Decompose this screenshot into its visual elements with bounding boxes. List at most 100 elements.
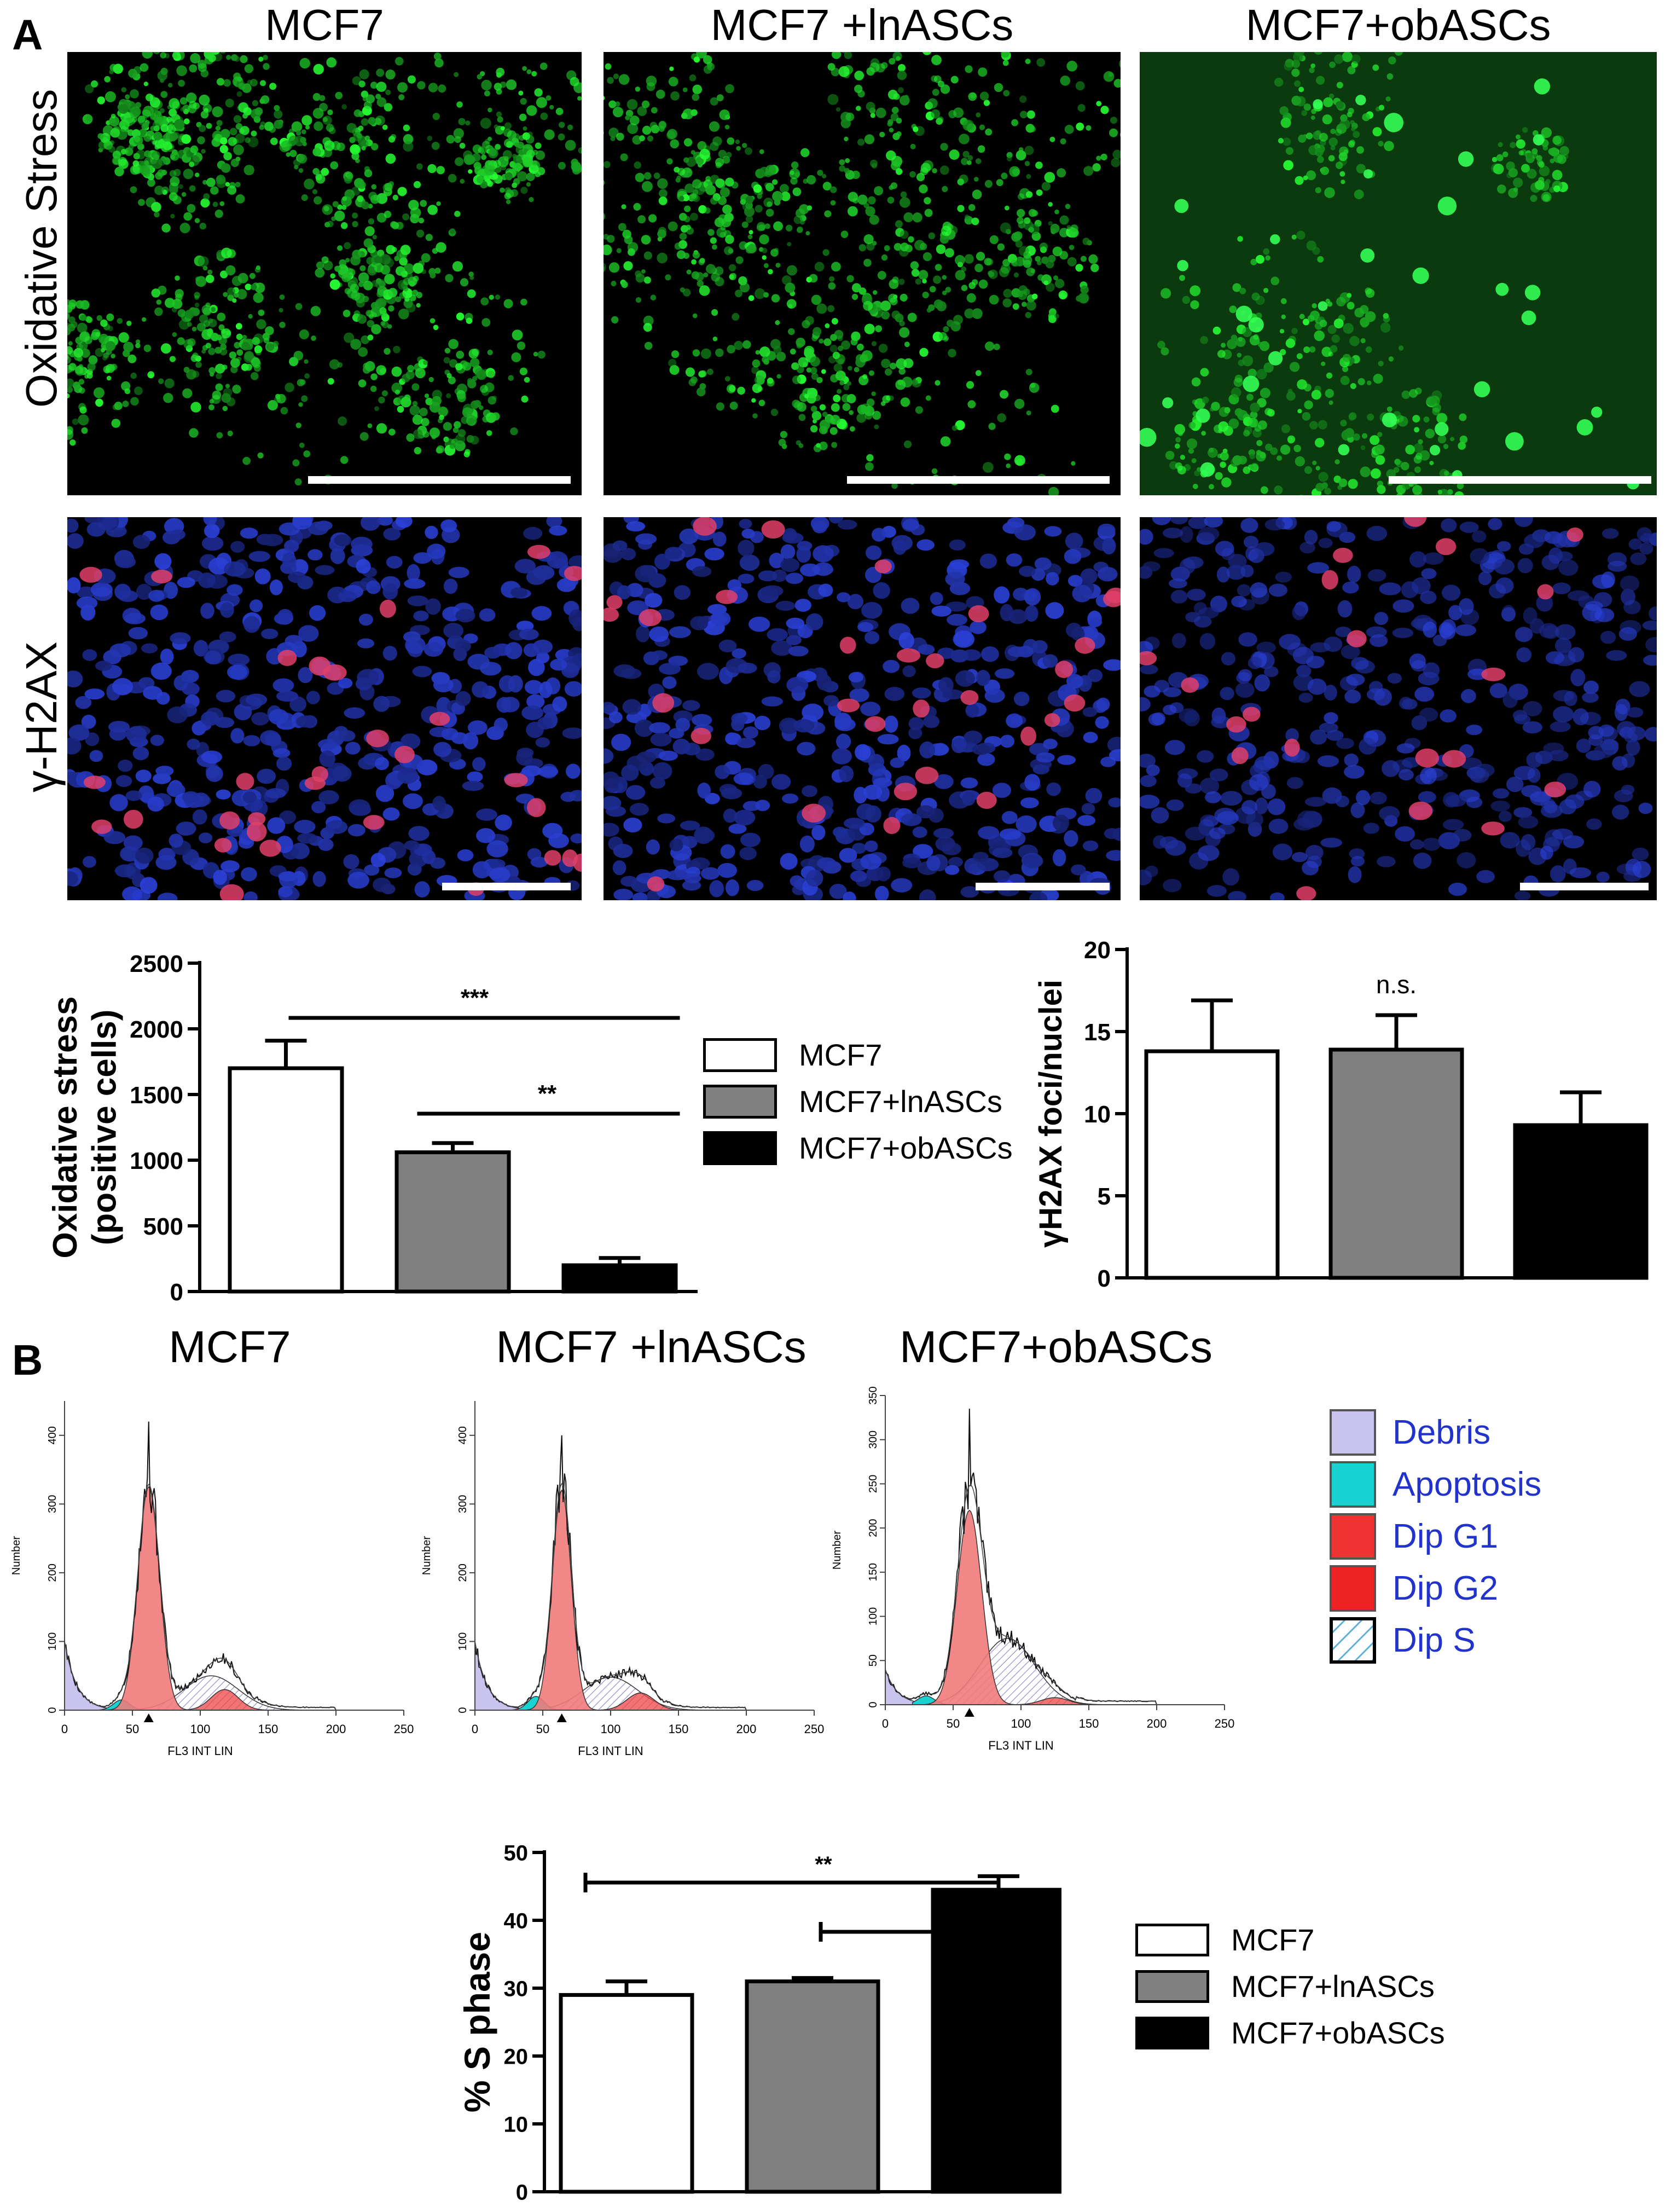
nucleus <box>1140 869 1152 885</box>
cell <box>352 212 358 219</box>
cell <box>371 324 381 334</box>
nucleus <box>86 522 106 537</box>
nucleus <box>214 717 235 728</box>
cell <box>1270 276 1280 286</box>
cell <box>813 327 822 336</box>
cell <box>68 341 73 346</box>
nucleus <box>1387 673 1402 684</box>
cell <box>449 359 458 368</box>
cell <box>1078 292 1089 304</box>
nucleus <box>1539 623 1559 639</box>
cell <box>301 129 306 135</box>
foci-positive-nucleus <box>236 773 254 790</box>
foci-positive-nucleus <box>1106 587 1121 604</box>
x-tick-label: 0 <box>61 1722 68 1736</box>
nucleus <box>1513 766 1535 780</box>
cell <box>190 145 199 154</box>
cell <box>263 55 268 60</box>
nucleus <box>700 867 720 880</box>
cell <box>230 358 240 368</box>
cell <box>259 52 262 53</box>
cell <box>1174 443 1180 449</box>
nucleus <box>1022 854 1043 868</box>
cell <box>1224 407 1231 414</box>
cell <box>367 423 373 428</box>
cell <box>1041 182 1051 191</box>
cell <box>724 124 730 130</box>
cell <box>635 86 641 92</box>
cell <box>183 212 192 221</box>
cell <box>504 122 512 130</box>
cell <box>845 158 850 163</box>
cell <box>457 393 466 402</box>
cell <box>510 189 519 197</box>
nucleus <box>401 733 421 750</box>
nucleus <box>695 748 715 761</box>
nucleus <box>612 540 628 551</box>
cell <box>740 199 746 205</box>
cell <box>488 370 495 378</box>
y-axis-label-line: % S phase <box>457 1932 497 2112</box>
bright-cell <box>1174 199 1189 213</box>
cell <box>1227 339 1237 350</box>
cell <box>907 312 917 322</box>
cell <box>497 116 503 123</box>
cell <box>928 232 936 240</box>
cell <box>215 363 225 374</box>
nucleus <box>1024 588 1041 606</box>
nucleus <box>1545 651 1565 664</box>
cell <box>73 348 84 358</box>
cell <box>372 235 377 240</box>
cell <box>961 266 966 272</box>
cell <box>480 385 488 393</box>
cell <box>1246 393 1254 401</box>
cell <box>668 221 678 231</box>
nucleus <box>203 517 217 526</box>
cell <box>735 256 744 264</box>
cell <box>494 124 499 130</box>
cell <box>154 138 165 149</box>
micro-svg-h2ax-3 <box>1140 517 1657 900</box>
cell <box>948 349 956 357</box>
cell <box>831 262 841 272</box>
nucleus <box>257 768 276 784</box>
cell <box>866 454 874 462</box>
nucleus <box>476 828 496 843</box>
cell <box>1257 398 1267 408</box>
cell <box>456 350 465 359</box>
cell <box>1280 298 1287 304</box>
cell <box>410 294 416 302</box>
cell <box>394 389 401 395</box>
cell <box>881 254 888 261</box>
cell <box>384 211 392 218</box>
nucleus <box>779 717 799 734</box>
nucleus <box>669 838 683 852</box>
nucleus <box>455 639 471 653</box>
cell <box>1498 142 1503 147</box>
cell <box>109 116 120 127</box>
bright-cell <box>1505 432 1524 451</box>
nucleus <box>1606 650 1627 661</box>
cell <box>154 307 163 316</box>
foci-positive-nucleus <box>604 607 619 622</box>
cell <box>828 282 836 290</box>
cell <box>147 178 155 187</box>
cell <box>259 125 264 130</box>
cell <box>1238 337 1243 342</box>
bright-cell <box>1140 427 1157 447</box>
cell <box>1341 179 1345 184</box>
nucleus <box>786 676 809 693</box>
nucleus <box>847 594 864 610</box>
nucleus <box>1096 697 1110 711</box>
cell <box>843 384 850 390</box>
cell <box>800 220 805 225</box>
cell <box>1432 407 1440 416</box>
foci-positive-nucleus <box>91 819 112 834</box>
cell <box>1338 478 1348 488</box>
cell <box>916 173 925 182</box>
cell <box>627 242 639 253</box>
cell <box>864 323 875 334</box>
cell <box>367 320 375 328</box>
nucleus <box>382 646 397 661</box>
bright-cell <box>1430 445 1441 456</box>
